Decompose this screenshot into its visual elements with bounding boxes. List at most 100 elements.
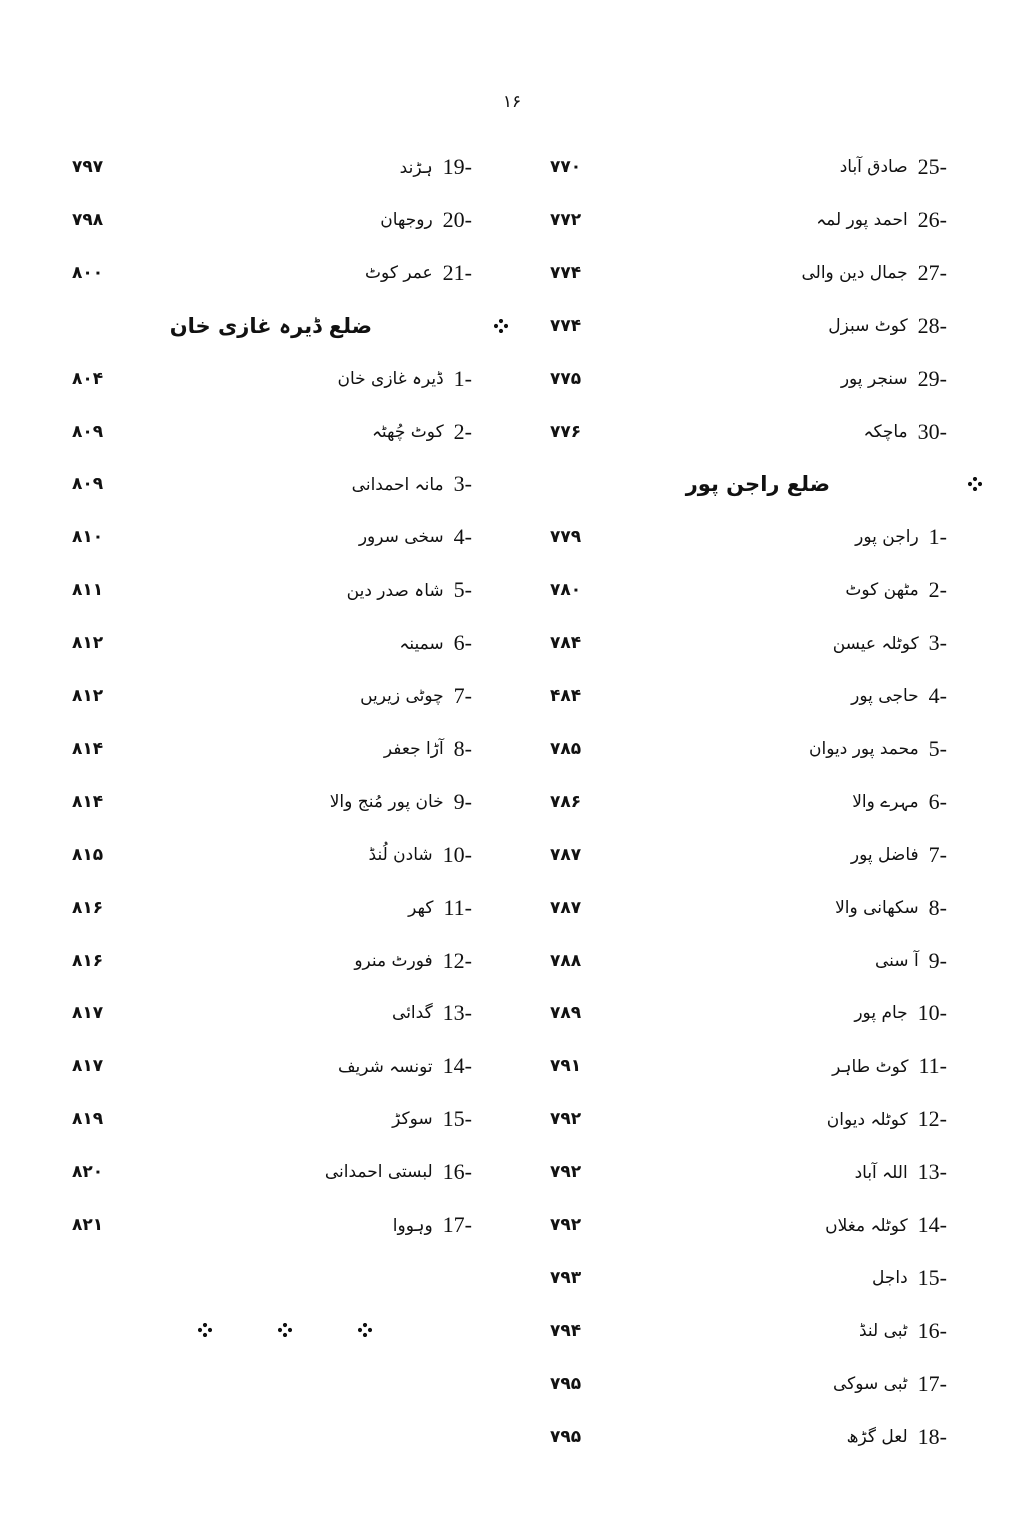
list-item: 3- مانہ احمدانی: [352, 464, 472, 504]
page-reference: ۷۸۷: [550, 844, 582, 865]
entry-name: فاضل پور: [850, 844, 919, 865]
entry-number: 15-: [442, 1106, 472, 1132]
ornament-icon: [358, 1323, 372, 1337]
list-item: 28- کوٹ سبزل: [828, 306, 947, 346]
list-item: 4- حاجی پور: [851, 676, 947, 716]
entry-number: 28-: [917, 312, 947, 338]
entry-name: صادق آباد: [839, 157, 908, 177]
page-reference: ۷۹۷: [72, 157, 104, 177]
entry-number: 8-: [928, 894, 947, 920]
entry-number: 4-: [453, 524, 472, 550]
entry-name: جام پور: [854, 1003, 908, 1024]
entry-number: 3-: [928, 630, 947, 656]
entry-number: 18-: [917, 1423, 947, 1449]
entry-number: 19-: [442, 154, 472, 179]
entry-number: 4-: [928, 683, 947, 708]
list-item: 25- صادق آباد: [840, 147, 947, 187]
entry-name: آ سنی: [875, 950, 919, 971]
page-reference: ۸۲۱: [72, 1215, 104, 1235]
entry-name: لبستی احمدانی: [324, 1162, 433, 1183]
entry-number: 12-: [442, 947, 472, 973]
list-item: 20- روجھان: [380, 200, 472, 240]
list-item: 11- کوٹ طاہر: [832, 1046, 947, 1086]
list-item: 27- جمال دین والی: [801, 253, 947, 293]
list-item: 9- آ سنی: [875, 941, 947, 981]
page-reference: ۷۹۳: [550, 1267, 582, 1288]
entry-name: خان پور مُنج والا: [329, 791, 444, 812]
entry-number: 17-: [917, 1370, 947, 1396]
entry-name: سنجر پور: [840, 368, 908, 389]
page-reference: ۸۱۲: [72, 686, 104, 706]
entry-number: 6-: [453, 630, 472, 656]
entry-name: فورٹ منرو: [354, 950, 433, 971]
entry-name: سخی سرور: [358, 527, 444, 548]
list-item: 18- لعل گڑھ: [847, 1417, 947, 1457]
page-reference: ۷۹۵: [550, 1373, 582, 1394]
entry-number: 14-: [917, 1212, 947, 1237]
ornament-icon: [968, 477, 982, 492]
entry-name: کوٹ چُھٹہ: [371, 422, 444, 442]
entry-name: شادن لُنڈ: [368, 844, 433, 865]
entry-name: مانہ احمدانی: [351, 474, 444, 495]
entry-name: ٹبی سوکی: [832, 1373, 908, 1394]
list-item: 10- جام پور: [854, 993, 947, 1033]
list-item: 1- ڈیرہ غازی خان: [337, 359, 472, 399]
entry-name: سمینہ: [399, 633, 444, 654]
list-item: 13- گدائی: [392, 993, 472, 1033]
page-reference: ۷۷۴: [550, 262, 582, 283]
entry-name: ڈیرہ غازی خان: [337, 369, 444, 390]
entry-name: چوٹی زیریں: [360, 686, 444, 706]
page-reference: ۷۷۰: [550, 157, 582, 177]
page-reference: ۷۸۸: [550, 950, 582, 971]
entry-name: ٹبی لنڈ: [859, 1320, 908, 1341]
page-reference: ۷۷۵: [550, 368, 582, 389]
entry-number: 30-: [917, 418, 947, 444]
list-item: 12- فورٹ منرو: [354, 941, 472, 981]
entry-name: ماچکہ: [863, 422, 908, 442]
ornament-icon: [278, 1323, 292, 1337]
entry-number: 7-: [453, 683, 472, 708]
entry-name: محمد پور دیوان: [809, 738, 919, 759]
entry-number: 21-: [442, 259, 472, 285]
entry-number: 11-: [918, 1053, 947, 1079]
list-item: 12- کوٹلہ دیوان: [827, 1099, 947, 1139]
entry-name: سکھانی والا: [835, 897, 919, 918]
entry-number: 13-: [917, 1159, 947, 1185]
page-reference: ۷۷۶: [550, 421, 582, 442]
page-reference: ۷۹۵: [550, 1426, 582, 1447]
entry-number: 2-: [453, 418, 472, 444]
entry-number: 3-: [453, 471, 472, 497]
page-reference: ۷۷۴: [550, 315, 582, 336]
list-item: 3- کوٹلہ عیسن: [833, 623, 947, 663]
list-item: 5- محمد پور دیوان: [809, 729, 947, 769]
entry-name: کوٹ سبزل: [828, 315, 908, 336]
page-reference: ۷۷۲: [550, 209, 582, 230]
list-item: 6- سمینہ: [399, 623, 472, 663]
entry-name: جمال دین والی: [801, 262, 908, 283]
list-item: 8- آڑا جعفر: [384, 729, 472, 769]
page-reference: ۸۱۴: [72, 791, 104, 812]
entry-number: 13-: [442, 1000, 472, 1026]
page-reference: ۸۱۶: [72, 950, 104, 971]
entry-number: 15-: [917, 1264, 947, 1290]
entry-number: 17-: [442, 1212, 472, 1237]
page-reference: ۸۱۷: [72, 1003, 104, 1024]
page-reference: ۸۱۹: [72, 1109, 104, 1130]
page-reference: ۴۸۴: [550, 686, 582, 706]
entry-name: کوٹلہ عیسن: [832, 633, 919, 654]
page-reference: ۷۹۸: [72, 209, 104, 230]
entry-number: 5-: [453, 577, 472, 603]
entry-name: کوٹ طاہر: [832, 1056, 909, 1077]
list-item: 17- ٹبی سوکی: [833, 1364, 947, 1404]
list-item: 2- مٹھن کوٹ: [845, 570, 947, 610]
entry-number: 9-: [928, 947, 947, 973]
entry-number: 2-: [928, 577, 947, 603]
entry-number: 6-: [928, 788, 947, 814]
page-reference: ۸۱۰: [72, 527, 104, 548]
page-reference: ۸۲۰: [72, 1162, 104, 1183]
entry-number: 27-: [917, 259, 947, 285]
page-reference: ۸۰۹: [72, 421, 104, 442]
entry-number: 11-: [443, 894, 472, 920]
list-item: 15- سوکڑ: [392, 1099, 472, 1139]
entry-number: 10-: [442, 841, 472, 867]
